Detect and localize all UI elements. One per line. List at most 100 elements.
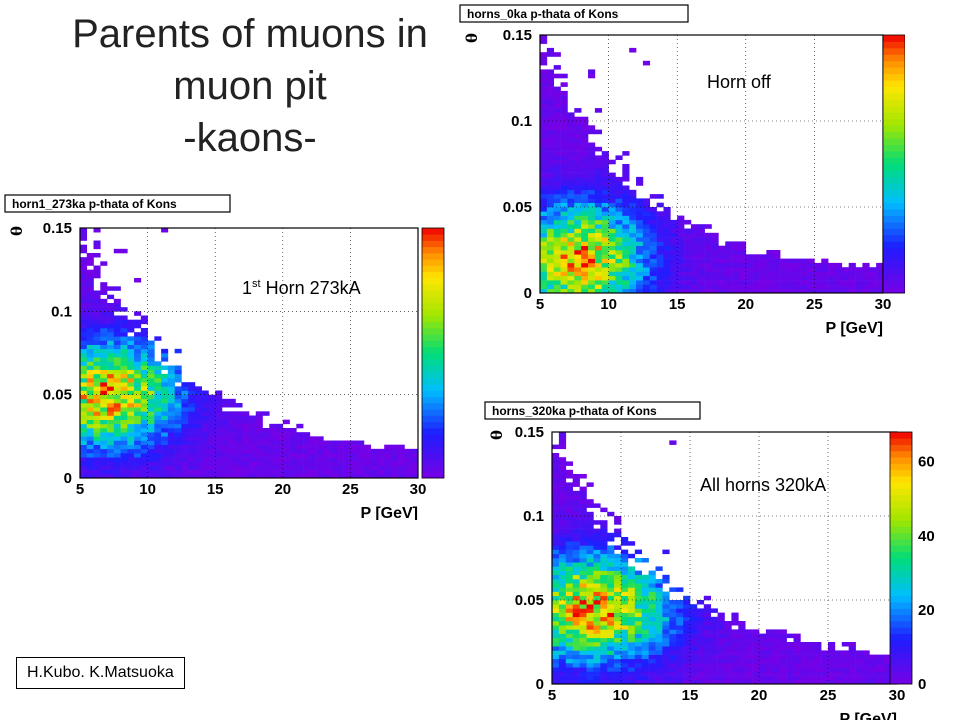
heatmap-cell bbox=[546, 172, 555, 178]
heatmap-cell bbox=[586, 667, 594, 672]
heatmap-cell bbox=[725, 250, 733, 255]
heatmap-cell bbox=[586, 621, 594, 626]
heatmap-cell bbox=[553, 108, 561, 113]
heatmap-cell bbox=[662, 642, 670, 647]
heatmap-cell bbox=[80, 328, 88, 333]
heatmap-cell bbox=[800, 280, 808, 285]
heatmap-cell bbox=[717, 633, 725, 639]
heatmap-cell bbox=[821, 667, 829, 672]
heatmap-cell bbox=[93, 436, 101, 441]
heatmap-cell bbox=[704, 258, 712, 264]
heatmap-cell bbox=[601, 172, 609, 178]
heatmap-cell bbox=[621, 675, 629, 681]
heatmap-cell bbox=[558, 608, 567, 613]
heatmap-cell bbox=[600, 570, 608, 576]
heatmap-cell bbox=[235, 423, 243, 429]
heatmap-cell bbox=[100, 423, 108, 429]
heatmap-cell bbox=[690, 288, 699, 294]
heatmap-cell bbox=[636, 284, 644, 289]
heatmap-cell bbox=[710, 667, 718, 672]
heatmap-cell bbox=[615, 202, 623, 208]
heatmap-cell bbox=[221, 419, 230, 425]
heatmap-cell bbox=[167, 473, 175, 479]
heatmap-cell bbox=[397, 461, 405, 466]
heatmap-cell bbox=[724, 663, 732, 668]
heatmap-cell bbox=[800, 679, 808, 685]
heatmap-cell bbox=[786, 288, 795, 294]
heatmap-cell bbox=[120, 444, 128, 450]
heatmap-cell bbox=[703, 629, 711, 634]
heatmap-cell bbox=[732, 275, 740, 281]
heatmap-cell bbox=[772, 671, 780, 676]
heatmap-cell bbox=[773, 250, 781, 255]
heatmap-cell bbox=[588, 211, 596, 216]
heatmap-cell bbox=[80, 298, 88, 304]
heatmap-cell bbox=[614, 633, 622, 639]
heatmap-cell bbox=[772, 663, 780, 668]
color-scale-tick-label: 60 bbox=[918, 454, 935, 471]
heatmap-cell bbox=[181, 432, 189, 437]
x-tick-label: 10 bbox=[613, 687, 630, 704]
heatmap-cell bbox=[581, 275, 589, 281]
heatmap-cell bbox=[181, 444, 189, 450]
heatmap-cell bbox=[766, 275, 774, 281]
heatmap-cell bbox=[262, 448, 270, 454]
heatmap-cell bbox=[80, 382, 88, 387]
heatmap-cell bbox=[690, 621, 698, 626]
heatmap-cell bbox=[669, 671, 677, 676]
heatmap-cell bbox=[724, 625, 732, 630]
heatmap-cell bbox=[93, 465, 101, 470]
color-scale-step bbox=[883, 170, 905, 178]
heatmap-cell bbox=[663, 254, 671, 259]
heatmap-cell bbox=[600, 507, 608, 513]
heatmap-cell bbox=[303, 457, 311, 462]
heatmap-cell bbox=[828, 262, 836, 268]
heatmap-cell bbox=[588, 176, 596, 182]
heatmap-cell bbox=[724, 658, 732, 664]
heatmap-cell bbox=[718, 275, 726, 281]
heatmap-cell bbox=[323, 440, 331, 445]
heatmap-cell bbox=[565, 621, 573, 626]
color-scale-step bbox=[422, 284, 444, 291]
heatmap-cell bbox=[242, 411, 250, 416]
heatmap-cell bbox=[127, 378, 135, 383]
heatmap-cell bbox=[676, 600, 684, 605]
heatmap-cell bbox=[552, 457, 560, 462]
heatmap-cell bbox=[572, 516, 580, 521]
heatmap-cell bbox=[621, 583, 629, 588]
heatmap-cell bbox=[614, 595, 622, 601]
heatmap-cell bbox=[127, 365, 135, 370]
heatmap-cell bbox=[540, 116, 548, 122]
color-scale-step bbox=[422, 471, 444, 479]
heatmap-cell bbox=[86, 319, 94, 325]
heatmap-cell bbox=[772, 650, 780, 655]
heatmap-cell bbox=[718, 254, 726, 259]
heatmap-cell bbox=[862, 663, 870, 668]
heatmap-cell bbox=[560, 181, 568, 186]
heatmap-cell bbox=[614, 532, 622, 538]
heatmap-cell bbox=[86, 303, 94, 308]
heatmap-cell bbox=[834, 658, 843, 664]
heatmap-cell bbox=[581, 207, 589, 212]
heatmap-cell bbox=[174, 465, 182, 470]
heatmap-cell bbox=[540, 69, 548, 74]
heatmap-cell bbox=[330, 461, 338, 466]
heatmap-cell bbox=[540, 181, 548, 186]
heatmap-cell bbox=[669, 658, 677, 664]
heatmap-cell bbox=[107, 315, 115, 320]
heatmap-cell bbox=[608, 271, 616, 277]
heatmap-cell bbox=[581, 219, 589, 225]
heatmap-cell bbox=[669, 646, 677, 651]
heatmap-cell bbox=[828, 288, 836, 294]
heatmap-cell bbox=[588, 168, 596, 173]
heatmap-cell bbox=[593, 587, 601, 592]
heatmap-cell bbox=[649, 237, 657, 242]
heatmap-cell bbox=[249, 453, 257, 458]
heatmap-cell bbox=[814, 288, 822, 294]
color-scale-step bbox=[422, 459, 444, 466]
color-scale-step bbox=[883, 183, 905, 191]
heatmap-cell bbox=[683, 600, 691, 605]
heatmap-cell bbox=[586, 520, 594, 525]
heatmap-cell bbox=[565, 658, 573, 664]
heatmap-cell bbox=[821, 271, 829, 277]
